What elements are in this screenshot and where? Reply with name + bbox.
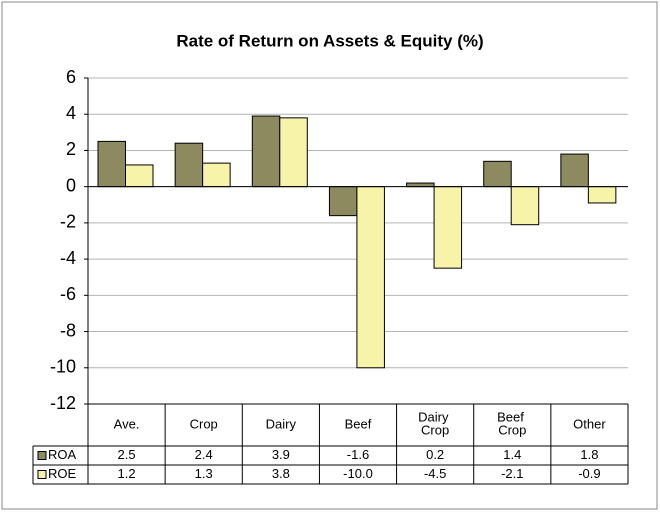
- bar: [483, 160, 512, 188]
- data-label: 2.4: [195, 447, 213, 462]
- bar: [251, 115, 281, 188]
- bar: [560, 153, 589, 188]
- y-tick-label: -6: [60, 284, 76, 304]
- data-label: 3.9: [272, 447, 290, 462]
- x-tick-label: Dairy: [266, 416, 297, 431]
- bar: [202, 162, 231, 188]
- bar: [279, 117, 308, 188]
- y-tick-label: -2: [60, 212, 76, 232]
- data-label: 1.4: [503, 447, 521, 462]
- data-label: 1.2: [118, 466, 136, 481]
- bar: [97, 140, 126, 188]
- data-label: 1.3: [195, 466, 213, 481]
- legend-swatch: [37, 470, 47, 479]
- bar: [510, 186, 540, 226]
- data-label: 1.8: [580, 447, 598, 462]
- legend-label: ROE: [48, 466, 77, 481]
- legend-swatch: [37, 451, 47, 460]
- y-tick-label: -4: [60, 248, 76, 268]
- y-tick-label: 2: [66, 139, 76, 159]
- x-tick-label: Beef: [345, 416, 372, 431]
- x-tick-label: Beef Crop: [497, 410, 527, 438]
- x-tick-label: Crop: [190, 416, 218, 431]
- bar: [406, 182, 435, 188]
- data-label: -0.9: [578, 466, 600, 481]
- bar: [125, 164, 154, 188]
- y-tick-label: 6: [66, 67, 76, 87]
- bar: [433, 186, 463, 269]
- x-tick-label: Dairy Crop: [418, 410, 452, 438]
- y-tick-label: 4: [66, 103, 76, 123]
- chart-title: Rate of Return on Assets & Equity (%): [176, 31, 483, 50]
- data-label: -4.5: [424, 466, 446, 481]
- x-tick-label: Ave.: [114, 416, 140, 431]
- bar: [356, 186, 385, 369]
- data-label: -2.1: [501, 466, 523, 481]
- bar: [587, 186, 617, 204]
- x-tick-label: Other: [573, 416, 606, 431]
- data-label: -1.6: [347, 447, 369, 462]
- y-tick-label: 0: [66, 175, 76, 195]
- y-tick-label: -12: [50, 393, 76, 413]
- legend-label: ROA: [48, 447, 77, 462]
- y-tick-label: -10: [50, 357, 76, 377]
- bar: [328, 186, 358, 217]
- data-label: 3.8: [272, 466, 290, 481]
- bar: [174, 142, 204, 188]
- data-label: 2.5: [118, 447, 136, 462]
- y-tick-label: -8: [60, 320, 76, 340]
- data-label: -10.0: [343, 466, 373, 481]
- data-label: 0.2: [426, 447, 444, 462]
